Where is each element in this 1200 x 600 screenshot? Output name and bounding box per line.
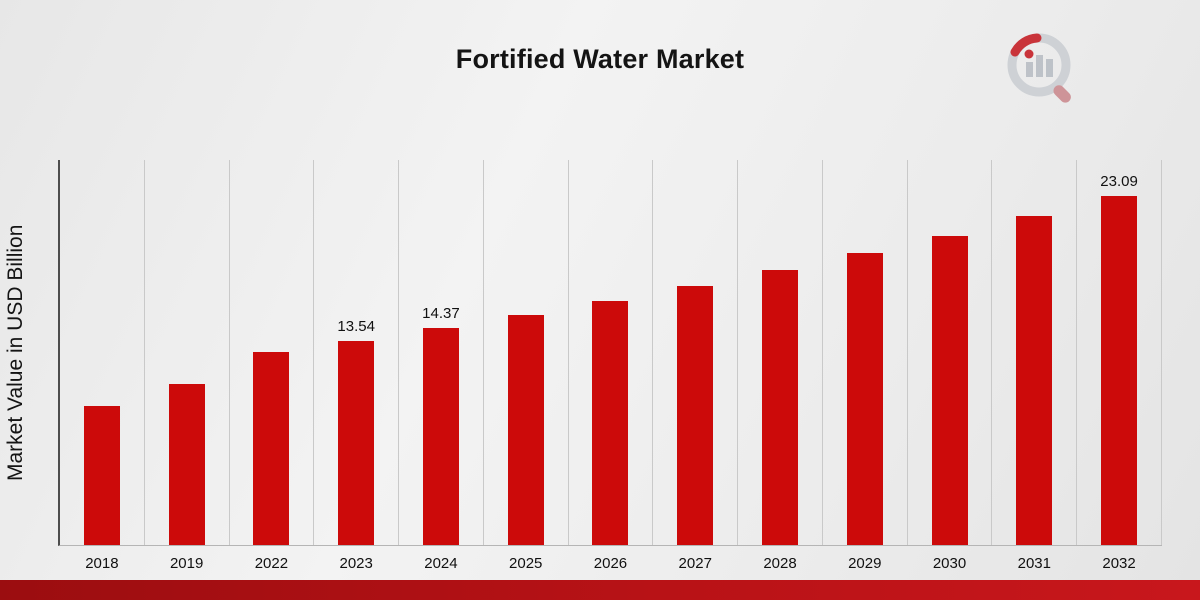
- bar-2018: [83, 406, 120, 545]
- x-tick-2032: 2032: [1102, 555, 1136, 572]
- x-tick-2018: 2018: [85, 555, 119, 572]
- bar-2027: [677, 285, 714, 545]
- brand-logo-icon: [1007, 33, 1071, 103]
- x-tick-2026: 2026: [593, 555, 628, 572]
- x-tick-2019: 2019: [169, 555, 204, 572]
- bar-2031: [1016, 216, 1053, 545]
- bar-2029: [846, 253, 883, 545]
- chart-column-2019: 2019: [145, 160, 230, 572]
- chart-column-2029: 2029: [823, 160, 908, 572]
- chart-column-2024: 14.37 2024: [399, 160, 484, 572]
- brand-logo: [1002, 28, 1082, 113]
- chart-column-2018: 2018: [60, 160, 145, 572]
- x-tick-2028: 2028: [763, 555, 797, 572]
- chart-column-2028: 2028: [738, 160, 823, 572]
- chart-title: Fortified Water Market: [455, 44, 745, 74]
- chart-column-2030: 2030: [908, 160, 993, 572]
- data-label-2023: 13.54: [337, 317, 375, 335]
- chart-column-2025: 2025: [484, 160, 569, 572]
- plot-area: 2018 2019 2022 13.54 2023 14.37 2024 2025 2026 20…: [58, 160, 1162, 572]
- bar-2026: [592, 300, 629, 545]
- chart-column-2027: 2027: [653, 160, 739, 572]
- chart-column-2031: 2031: [992, 160, 1078, 572]
- x-tick-2025: 2025: [509, 555, 543, 572]
- chart-column-2022: 2022: [230, 160, 315, 572]
- x-tick-2027: 2027: [678, 555, 712, 572]
- x-tick-2022: 2022: [254, 555, 289, 572]
- bar-2032: [1101, 196, 1138, 545]
- chart-column-2026: 2026: [569, 160, 654, 572]
- chart-column-2023: 13.54 2023: [314, 160, 400, 572]
- x-tick-2024: 2024: [424, 555, 458, 572]
- bar-2030: [931, 235, 968, 545]
- chart-column-2032: 23.09 2032: [1077, 160, 1162, 572]
- y-axis-label: Market Value in USD Billion: [4, 224, 27, 482]
- bar-2023: [338, 340, 375, 545]
- x-tick-2023: 2023: [339, 555, 373, 572]
- x-tick-2031: 2031: [1017, 555, 1051, 572]
- footer-stripe: [0, 580, 1200, 600]
- bar-2019: [168, 384, 205, 545]
- bar-2022: [253, 352, 290, 545]
- x-tick-2030: 2030: [932, 555, 967, 572]
- x-tick-2029: 2029: [848, 555, 882, 572]
- bar-2024: [422, 328, 459, 545]
- bar-2028: [762, 270, 798, 545]
- data-label-2032: 23.09: [1100, 173, 1138, 191]
- bar-2025: [507, 314, 544, 545]
- data-label-2024: 14.37: [422, 305, 460, 323]
